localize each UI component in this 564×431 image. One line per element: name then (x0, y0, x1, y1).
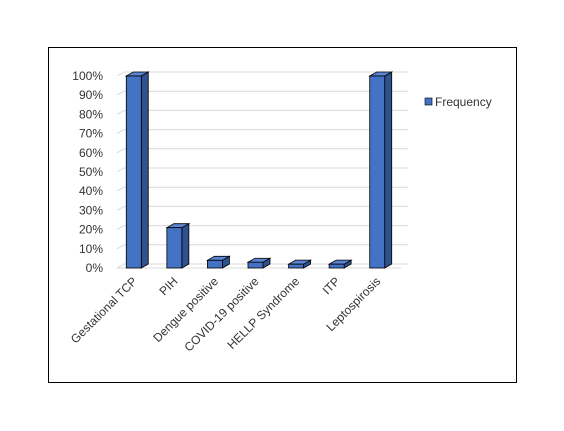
gridline-depth (116, 167, 125, 173)
bar (166, 227, 183, 269)
legend-label: Frequency (435, 95, 492, 109)
bar (247, 261, 264, 269)
bar-side (181, 222, 190, 269)
bar-chart: 0% 10% 20% 30% 40% 50% 60% 70% 80% 90% 100% Gestat… (68, 69, 492, 354)
y-tick-label: 0% (86, 261, 104, 275)
y-tick-label: 70% (79, 127, 103, 141)
gridline-depth (116, 109, 125, 115)
x-tick-label: HELLP Syndrome (225, 274, 303, 352)
gridline-depth (116, 244, 125, 250)
gridlines (116, 71, 408, 269)
gridline-depth (116, 225, 125, 231)
gridline-depth (116, 205, 125, 211)
bar (288, 263, 304, 269)
y-tick-label: 100% (72, 69, 103, 83)
gridline-depth (116, 263, 125, 269)
x-tick-label: Gestational TCP (68, 274, 140, 346)
bar (207, 259, 223, 269)
y-tick-label: 30% (79, 203, 103, 217)
bars (124, 71, 394, 269)
bar-side (384, 71, 393, 269)
gridline-depth (116, 186, 125, 192)
y-tick-label: 10% (79, 242, 103, 256)
chart-frame: 0% 10% 20% 30% 40% 50% 60% 70% 80% 90% 100% Gestat… (48, 47, 517, 383)
gridline-depth (116, 71, 125, 77)
gridline-depth (116, 129, 125, 135)
bar (369, 75, 386, 269)
bar-side (140, 71, 149, 269)
y-tick-label: 80% (79, 107, 103, 121)
legend: Frequency (424, 95, 492, 109)
y-tick-label: 50% (79, 165, 103, 179)
x-tick-label: COVID-19 positive (181, 274, 261, 354)
bar (125, 75, 142, 269)
y-tick-label: 40% (79, 184, 103, 198)
x-tick-label: ITP (320, 274, 343, 297)
gridline-depth (116, 148, 125, 154)
x-tick-label: PIH (156, 274, 180, 298)
y-tick-label: 20% (79, 223, 103, 237)
bar (328, 263, 345, 269)
y-tick-label: 90% (79, 88, 103, 102)
legend-swatch (424, 97, 433, 106)
y-tick-label: 60% (79, 146, 103, 160)
y-axis-ticks: 0% 10% 20% 30% 40% 50% 60% 70% 80% 90% 100% (72, 69, 103, 275)
gridline-depth (116, 90, 125, 96)
